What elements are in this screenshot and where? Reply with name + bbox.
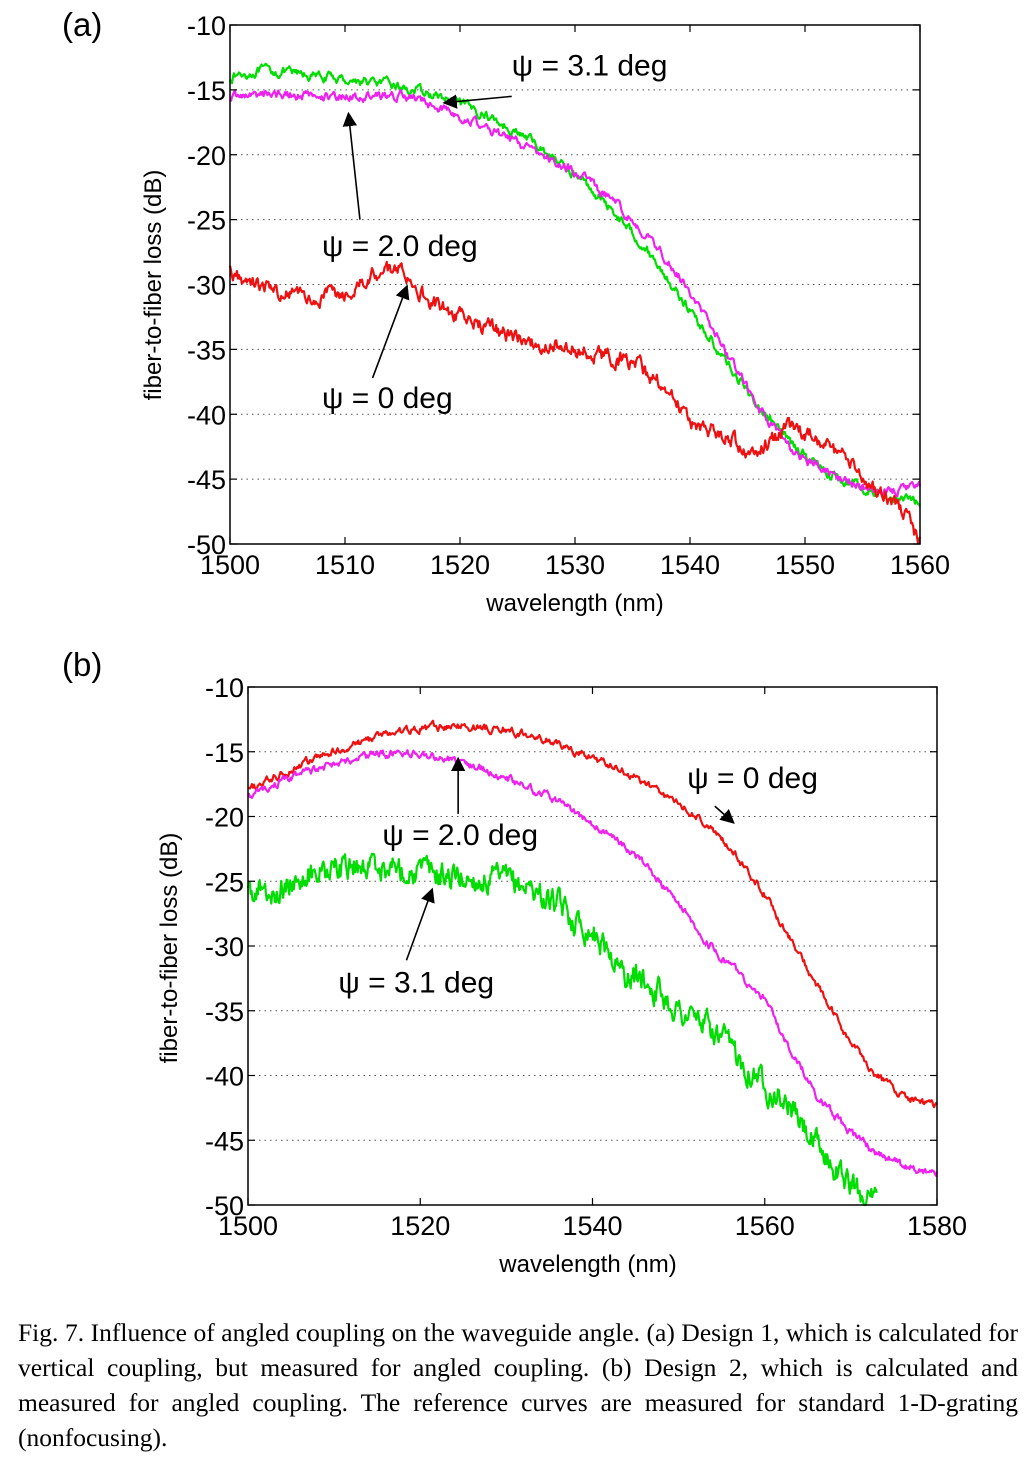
y-tick-label: -10 [187,11,226,41]
annotation-label: ψ = 2.0 deg [382,819,538,852]
figure-caption: Fig. 7. Influence of angled coupling on … [18,1318,1018,1452]
y-tick-label: -45 [205,1126,244,1156]
x-tick-label: 1530 [545,550,605,580]
x-tick-label: 1510 [315,550,375,580]
annotation-arrow [371,284,410,379]
series-line--0-deg [228,260,922,545]
panel-b-frame [247,686,938,1206]
annotation-arrow [405,887,435,961]
x-tick-label: 1560 [890,550,950,580]
panel-a-x-axis-label: wavelength (nm) [485,590,663,617]
annotation-label: ψ = 0 deg [322,382,453,415]
y-tick-label: -15 [205,738,244,768]
annotation-arrow [442,94,512,109]
panel-a-frame [229,24,921,545]
y-tick-label: -25 [187,206,226,236]
panel-a-series [228,62,922,545]
annotation-label: ψ = 3.1 deg [512,50,668,83]
y-tick-label: -15 [187,76,226,106]
panel-a-label: (a) [62,6,102,43]
y-tick-label: -20 [187,141,226,171]
y-tick-label: -20 [205,803,244,833]
x-tick-label: 1500 [218,1211,278,1241]
x-tick-label: 1540 [562,1211,622,1241]
annotation-label: ψ = 2.0 deg [322,230,478,263]
y-tick-label: -50 [187,530,226,560]
y-tick-label: -30 [205,932,244,962]
y-tick-label: -35 [187,335,226,365]
annotation-arrow [714,805,735,824]
x-tick-label: 1550 [775,550,835,580]
x-tick-label: 1580 [907,1211,967,1241]
y-tick-label: -45 [187,465,226,495]
panel-b-grid [248,751,937,1141]
panel-b-label: (b) [62,646,102,683]
series-line--2.0-deg [229,88,922,498]
y-tick-label: -40 [187,400,226,430]
panel-b-x-axis-label: wavelength (nm) [498,1251,676,1278]
panel-a-grid [230,89,920,480]
series-line--2.0-deg [247,749,939,1177]
y-tick-label: -30 [187,271,226,301]
y-tick-label: -10 [205,673,244,703]
panel-b-y-axis-label: fiber-to-fiber loss (dB) [156,833,183,1064]
panel-b-series [246,719,939,1207]
x-tick-label: 1500 [200,550,260,580]
y-tick-label: -40 [205,1062,244,1092]
panel-b-annotations: ψ = 0 deg ψ = 2.0 deg ψ = 3.1 deg [338,756,818,1000]
annotation-label: ψ = 3.1 deg [338,967,494,1000]
series-line--3.1-deg [246,852,878,1207]
panel-a-y-axis-label: fiber-to-fiber loss (dB) [140,170,167,401]
x-tick-label: 1560 [735,1211,795,1241]
x-tick-label: 1520 [390,1211,450,1241]
x-tick-label: 1520 [430,550,490,580]
series-line--0-deg [247,719,938,1109]
x-tick-label: 1540 [660,550,720,580]
y-tick-label: -35 [205,997,244,1027]
annotation-label: ψ = 0 deg [687,762,818,795]
y-tick-label: -50 [205,1191,244,1221]
panel-a-annotations: ψ = 3.1 deg ψ = 2.0 deg ψ = 0 deg [322,50,667,415]
y-tick-label: -25 [205,867,244,897]
annotation-arrow [342,111,361,220]
